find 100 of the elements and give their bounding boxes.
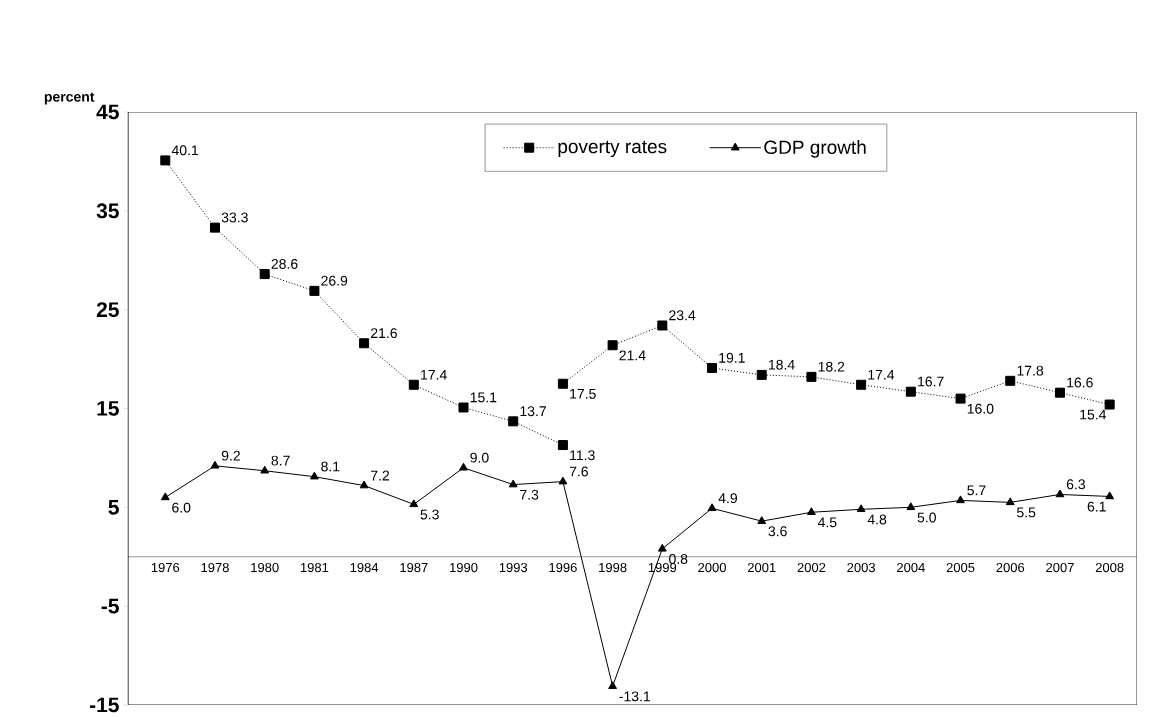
data-label: 6.3 — [1066, 479, 1085, 490]
data-label: 0.8 — [669, 554, 688, 564]
point — [956, 495, 965, 504]
data-label: 26.9 — [321, 275, 348, 286]
data-label: 8.1 — [321, 461, 340, 472]
point — [707, 362, 718, 373]
data-label: 17.8 — [1017, 365, 1044, 376]
point — [856, 379, 867, 390]
point — [260, 465, 270, 474]
point — [807, 507, 816, 516]
x-tick-label: 2003 — [847, 562, 876, 573]
point — [657, 320, 668, 331]
x-tick-label: 1978 — [201, 562, 229, 573]
data-label: 40.1 — [171, 145, 199, 156]
point — [310, 471, 319, 480]
x-tick-label: 1980 — [251, 562, 279, 573]
y-tick-label: 35 — [96, 203, 119, 219]
data-label: 17.4 — [868, 369, 895, 380]
point — [160, 492, 170, 501]
point — [160, 155, 171, 166]
data-label: 33.3 — [221, 212, 248, 223]
x-tick-label: 1987 — [400, 562, 428, 573]
point — [1105, 491, 1115, 500]
point — [309, 285, 320, 296]
y-tick-label: 5 — [108, 500, 119, 515]
data-label: 13.7 — [520, 406, 546, 417]
data-label: 7.3 — [520, 489, 539, 500]
point — [459, 462, 468, 471]
point — [508, 416, 519, 427]
data-label: 23.4 — [669, 310, 696, 321]
point — [1104, 399, 1115, 410]
point — [757, 516, 767, 524]
data-label: 5.7 — [967, 485, 986, 496]
legend-label: poverty rates — [558, 140, 667, 158]
data-label: 16.0 — [967, 403, 994, 414]
data-label: 6.1 — [1087, 501, 1106, 512]
point — [210, 460, 220, 469]
point — [608, 681, 618, 689]
x-tick-label: 1984 — [350, 562, 379, 573]
point — [458, 402, 469, 413]
data-label: 15.4 — [1080, 409, 1107, 420]
data-label: 5.5 — [1017, 507, 1036, 518]
data-label: 21.6 — [371, 328, 397, 339]
x-tick-label: 2005 — [946, 562, 975, 573]
point — [409, 499, 419, 508]
point — [657, 543, 667, 552]
data-label: 4.8 — [867, 514, 887, 525]
point — [905, 386, 916, 397]
data-label: 15.1 — [470, 392, 497, 403]
data-label: 9.2 — [221, 450, 240, 461]
data-label: 7.6 — [569, 466, 588, 477]
point — [259, 269, 270, 280]
data-label: -13.1 — [619, 691, 651, 702]
point — [756, 369, 767, 380]
point — [557, 440, 568, 451]
point — [806, 371, 817, 382]
x-tick-label: 1981 — [300, 562, 329, 573]
x-tick-label: 2000 — [698, 562, 726, 573]
y-tick-label: 25 — [96, 302, 119, 318]
point — [955, 393, 966, 404]
data-label: 4.5 — [817, 517, 837, 528]
x-tick-label: 2006 — [996, 562, 1025, 573]
y-tick-label: -15 — [89, 697, 119, 713]
data-label: 16.6 — [1067, 377, 1093, 388]
legend-label: GDP growth — [764, 140, 866, 158]
x-tick-label: 1996 — [549, 562, 577, 573]
data-label: 5.0 — [917, 512, 936, 523]
point — [557, 378, 568, 389]
y-tick-label: -5 — [101, 598, 119, 614]
point — [607, 340, 618, 351]
point — [707, 503, 717, 512]
data-label: 21.4 — [619, 350, 646, 361]
point — [906, 502, 916, 511]
point — [359, 480, 369, 489]
point — [508, 479, 518, 488]
point — [1054, 387, 1065, 398]
point — [558, 476, 568, 485]
data-label: 18.4 — [769, 359, 795, 370]
point — [1005, 375, 1016, 386]
point — [856, 504, 866, 513]
data-label: 16.7 — [918, 376, 944, 387]
data-label: 17.4 — [421, 369, 447, 380]
point — [1055, 489, 1065, 498]
x-tick-label: 1998 — [599, 562, 627, 573]
x-tick-label: 1990 — [450, 562, 478, 573]
data-label: 4.9 — [718, 493, 738, 504]
x-tick-label: 1976 — [151, 562, 180, 573]
x-tick-label: 2007 — [1046, 562, 1074, 573]
point — [359, 338, 370, 349]
point — [408, 379, 419, 390]
x-tick-label: 2004 — [897, 562, 925, 573]
data-label: 28.6 — [271, 258, 298, 269]
y-tick-label: 45 — [96, 104, 119, 120]
data-label: 18.2 — [818, 361, 845, 372]
data-label: 9.0 — [470, 452, 489, 463]
x-tick-label: 2001 — [747, 562, 776, 573]
data-label: 7.2 — [371, 470, 390, 481]
x-tick-label: 1993 — [499, 562, 528, 573]
y-tick-label: 15 — [97, 401, 119, 416]
data-label: 17.5 — [570, 388, 596, 399]
